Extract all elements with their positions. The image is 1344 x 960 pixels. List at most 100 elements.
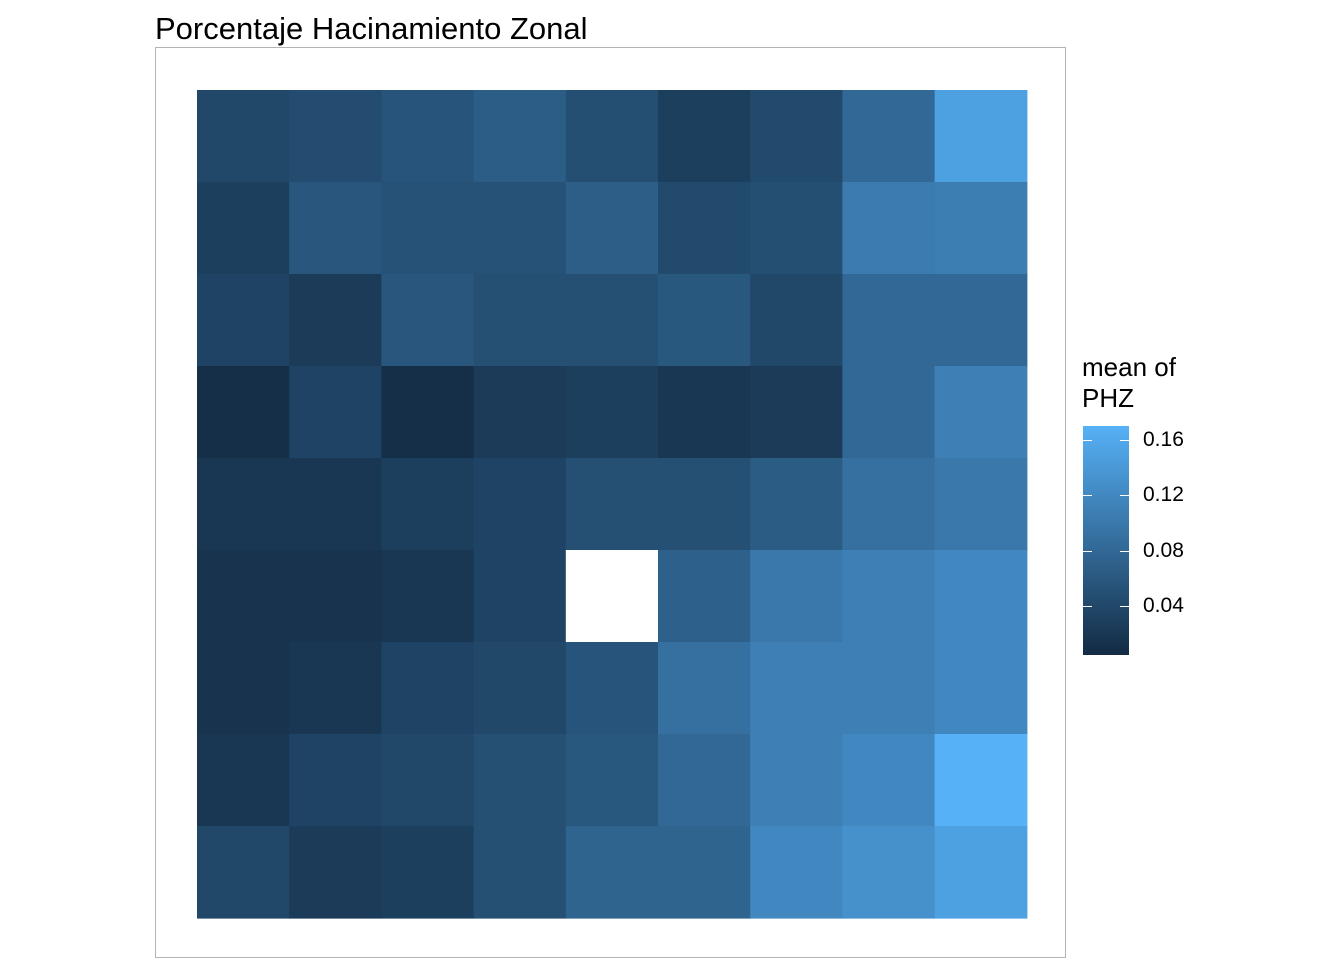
heatmap-cell-r1-c7 (750, 90, 843, 183)
heatmap-cell-r4-c8 (842, 366, 936, 459)
heatmap-cell-r1-c6 (658, 90, 751, 183)
heatmap-cell-r9-c4 (473, 826, 567, 919)
legend-tick-mark-left-3 (1083, 550, 1092, 552)
heatmap-cell-r5-c4 (473, 458, 567, 551)
heatmap-cell-r2-c9 (934, 182, 1028, 275)
heatmap-cell-r4-c6 (658, 366, 751, 459)
heatmap-cell-r5-c6 (658, 458, 751, 551)
heatmap-cell-r6-c9 (934, 550, 1028, 643)
heatmap (197, 90, 1028, 919)
heatmap-cell-r8-c1 (197, 734, 290, 827)
heatmap-cell-r1-c8 (842, 90, 936, 183)
heatmap-cell-r3-c3 (381, 274, 475, 367)
heatmap-cell-r5-c2 (289, 458, 382, 551)
legend-title-line-1: mean of (1082, 352, 1176, 382)
heatmap-cell-r7-c8 (842, 642, 936, 735)
heatmap-cell-r3-c8 (842, 274, 936, 367)
legend-title-line-2: PHZ (1082, 383, 1134, 413)
heatmap-cell-r2-c8 (842, 182, 936, 275)
heatmap-cell-r3-c2 (289, 274, 382, 367)
heatmap-cell-r4-c5 (565, 366, 659, 459)
heatmap-cell-r8-c6 (658, 734, 751, 827)
heatmap-cell-r4-c3 (381, 366, 475, 459)
heatmap-cell-r1-c1 (197, 90, 290, 183)
heatmap-cell-r7-c2 (289, 642, 382, 735)
heatmap-cell-r3-c6 (658, 274, 751, 367)
legend-tick-mark-right-1 (1120, 439, 1129, 441)
heatmap-cell-r4-c1 (197, 366, 290, 459)
heatmap-cell-r5-c8 (842, 458, 936, 551)
legend-tick-mark-left-4 (1083, 606, 1092, 608)
heatmap-cell-r4-c9 (934, 366, 1028, 459)
legend-tick-label: 0.16 (1143, 427, 1184, 451)
heatmap-cell-r6-c2 (289, 550, 382, 643)
heatmap-cell-r9-c1 (197, 826, 290, 919)
heatmap-cell-r4-c2 (289, 366, 382, 459)
heatmap-cell-r2-c3 (381, 182, 475, 275)
heatmap-cell-r5-c9 (934, 458, 1028, 551)
heatmap-cell-r7-c3 (381, 642, 475, 735)
legend-colorbar (1083, 426, 1129, 655)
heatmap-cell-r5-c7 (750, 458, 843, 551)
heatmap-cell-r7-c7 (750, 642, 843, 735)
heatmap-cell-r8-c5 (565, 734, 659, 827)
heatmap-cell-r9-c2 (289, 826, 382, 919)
heatmap-cell-r5-c5 (565, 458, 659, 551)
heatmap-cell-r6-c7 (750, 550, 843, 643)
legend-tick-label: 0.08 (1143, 538, 1184, 562)
heatmap-cell-r1-c3 (381, 90, 475, 183)
heatmap-cell-r9-c3 (381, 826, 475, 919)
heatmap-cell-r7-c5 (565, 642, 659, 735)
heatmap-cell-r1-c9 (934, 90, 1028, 183)
legend-tick-label: 0.04 (1143, 594, 1184, 618)
heatmap-cell-r9-c7 (750, 826, 843, 919)
heatmap-cell-r8-c7 (750, 734, 843, 827)
heatmap-cell-r6-c5 (565, 550, 659, 643)
heatmap-cell-r7-c4 (473, 642, 567, 735)
heatmap-cell-r3-c4 (473, 274, 567, 367)
heatmap-cell-r2-c6 (658, 182, 751, 275)
legend-tick-label: 0.12 (1143, 483, 1184, 507)
heatmap-cell-r2-c5 (565, 182, 659, 275)
heatmap-cell-r1-c4 (473, 90, 567, 183)
heatmap-cell-r9-c6 (658, 826, 751, 919)
heatmap-cell-r7-c9 (934, 642, 1028, 735)
heatmap-cell-r6-c8 (842, 550, 936, 643)
heatmap-cell-r6-c3 (381, 550, 475, 643)
heatmap-cell-r2-c2 (289, 182, 382, 275)
heatmap-cell-r9-c9 (934, 826, 1028, 919)
heatmap-cell-r4-c7 (750, 366, 843, 459)
heatmap-cell-r2-c7 (750, 182, 843, 275)
heatmap-cell-r9-c8 (842, 826, 936, 919)
heatmap-cell-r2-c1 (197, 182, 290, 275)
heatmap-cell-r8-c9 (934, 734, 1028, 827)
heatmap-cell-r3-c1 (197, 274, 290, 367)
heatmap-cell-r6-c6 (658, 550, 751, 643)
legend-tick-mark-right-3 (1120, 550, 1129, 552)
chart-title: Porcentaje Hacinamiento Zonal (155, 11, 588, 46)
heatmap-cell-r7-c6 (658, 642, 751, 735)
legend-title: mean of PHZ (1082, 352, 1282, 414)
legend-tick-mark-left-1 (1083, 439, 1092, 441)
heatmap-cell-r3-c7 (750, 274, 843, 367)
heatmap-cell-r7-c1 (197, 642, 290, 735)
heatmap-cell-r6-c1 (197, 550, 290, 643)
heatmap-cell-r6-c4 (473, 550, 567, 643)
legend-tick-mark-left-2 (1083, 495, 1092, 497)
heatmap-cell-r8-c3 (381, 734, 475, 827)
heatmap-cell-r3-c9 (934, 274, 1028, 367)
heatmap-cell-r8-c2 (289, 734, 382, 827)
legend-tick-mark-right-4 (1120, 606, 1129, 608)
plot-panel (155, 47, 1066, 958)
heatmap-cell-r5-c1 (197, 458, 290, 551)
heatmap-cell-r1-c2 (289, 90, 382, 183)
heatmap-cell-r2-c4 (473, 182, 567, 275)
legend-tick-mark-right-2 (1120, 495, 1129, 497)
heatmap-cell-r1-c5 (565, 90, 659, 183)
heatmap-cell-r5-c3 (381, 458, 475, 551)
heatmap-cell-r8-c4 (473, 734, 567, 827)
heatmap-cell-r3-c5 (565, 274, 659, 367)
heatmap-cell-r4-c4 (473, 366, 567, 459)
heatmap-cell-r8-c8 (842, 734, 936, 827)
heatmap-cell-r9-c5 (565, 826, 659, 919)
